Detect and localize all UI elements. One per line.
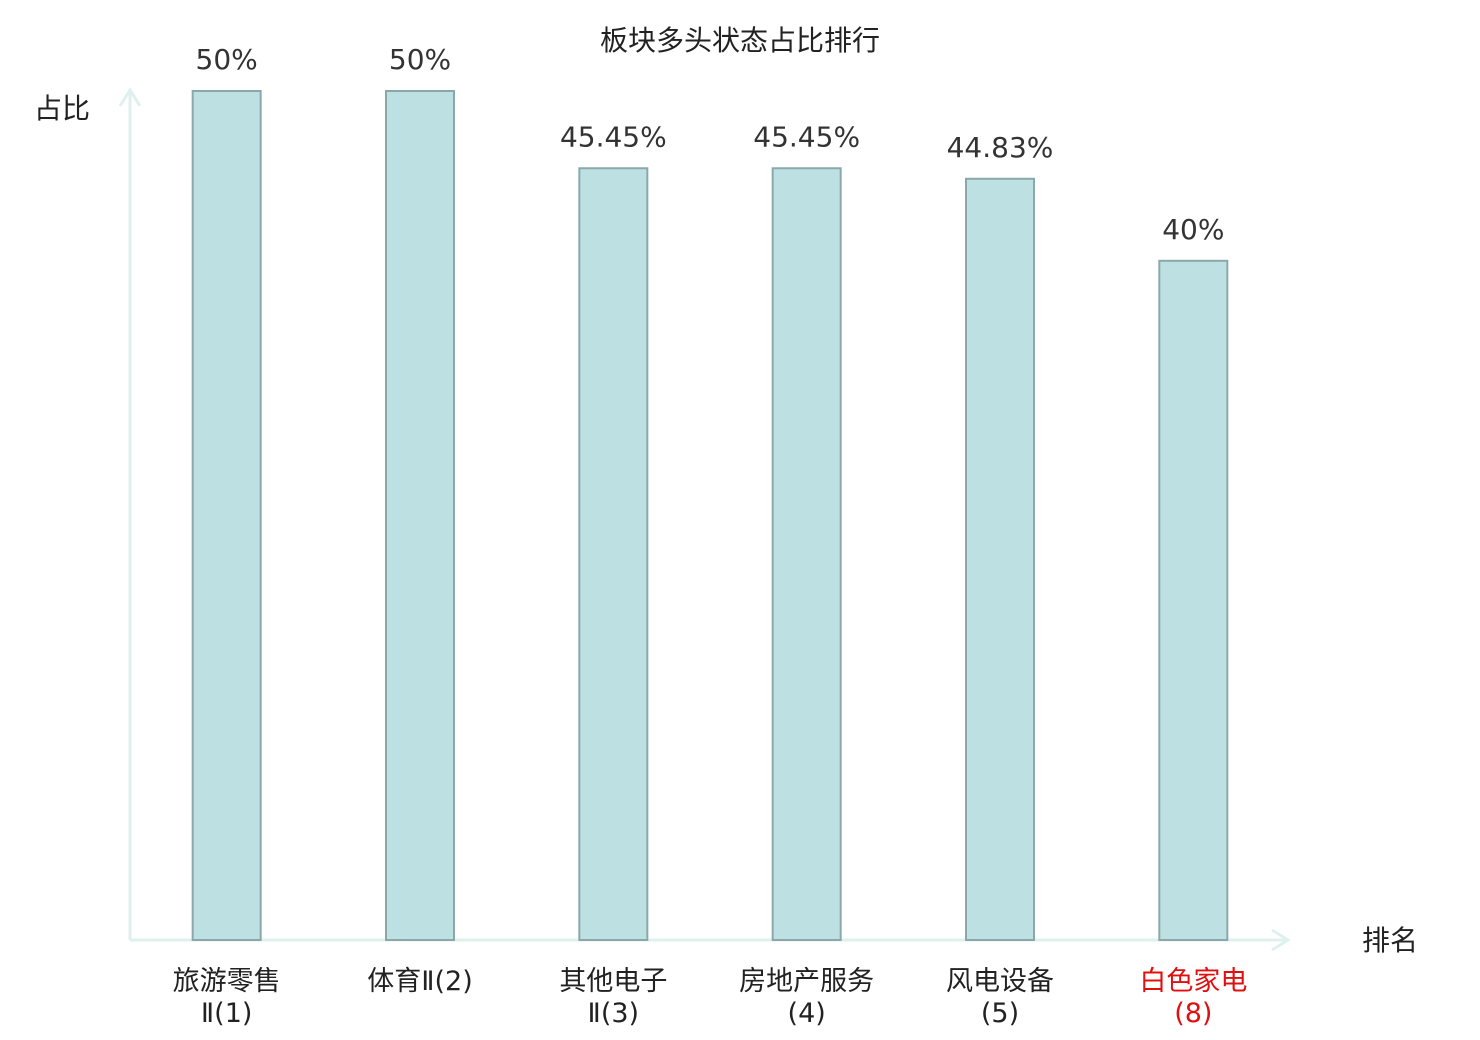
x-axis-label: 排名	[1362, 924, 1418, 957]
value-label: 40%	[1162, 213, 1224, 246]
bar	[771, 167, 842, 942]
chart-title: 板块多头状态占比排行	[600, 24, 880, 57]
x-tick-label: 其他电子Ⅱ(3)	[559, 966, 668, 1029]
x-tick-label: 房地产服务(4)	[739, 966, 875, 1029]
bar	[385, 90, 455, 941]
y-axis-label: 占比	[34, 92, 90, 125]
bar	[1158, 259, 1229, 941]
x-tick-label: 旅游零售Ⅱ(1)	[172, 966, 281, 1029]
value-label: 50%	[389, 43, 451, 76]
bar	[578, 167, 649, 942]
axes	[118, 87, 1291, 952]
bar	[191, 90, 262, 941]
y-axis-arrow	[118, 87, 142, 107]
value-label: 44.83%	[947, 131, 1054, 164]
value-label: 45.45%	[560, 120, 667, 153]
x-tick-label: 白色家电(8)	[1139, 966, 1248, 1029]
x-tick-label: 体育Ⅱ(2)	[367, 966, 473, 997]
x-axis-arrow	[1271, 928, 1291, 952]
value-label: 50%	[196, 43, 258, 76]
x-tick-label: 风电设备(5)	[946, 966, 1054, 1029]
value-label: 45.45%	[753, 120, 860, 153]
bar	[965, 177, 1035, 941]
